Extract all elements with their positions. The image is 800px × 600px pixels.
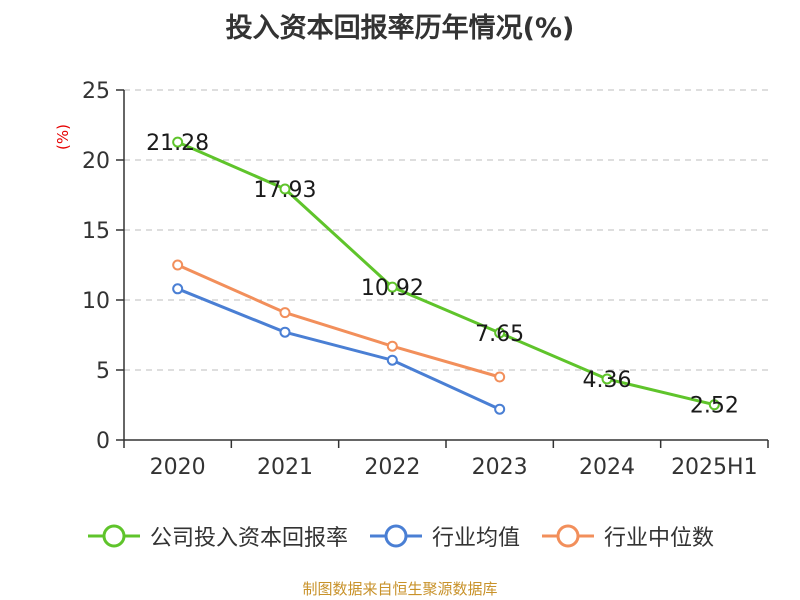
data-source-note: 制图数据来自恒生聚源数据库 [302,580,498,598]
series-0-point-5 [708,399,720,411]
series-line-2 [177,263,501,379]
y-tick-label-5: 5 [96,359,110,384]
x-tick-label-2024: 2024 [579,455,635,480]
legend-label-industry-mean: 行业均值 [431,526,520,551]
x-tick-label-2023: 2023 [472,455,528,480]
legend-label-company: 公司投入资本回报率 [149,526,348,551]
y-tick-label-20: 20 [82,149,110,174]
series-2-point-3 [494,371,506,383]
series-1-point-2 [386,354,398,366]
series-2-point-0 [172,259,184,271]
series-lines [172,136,720,415]
axes: 0 5 10 15 20 25 2020 2021 2022 2023 2024 2025H1 [82,79,769,480]
series-0-point-1 [279,183,291,195]
series-line-1 [177,287,501,411]
x-tick-label-2021: 2021 [257,455,313,480]
data-labels: 21.28 17.93 10.92 7.65 4.36 2.52 [146,131,739,419]
y-tick-label-0: 0 [96,429,110,454]
x-tick-label-2025H1: 2025H1 [671,455,758,480]
series-0-point-2 [386,281,398,293]
data-label-2022: 10.92 [361,276,424,301]
legend-item-industry-median[interactable]: 行业中位数 [540,520,714,552]
data-label-2021: 17.93 [254,178,317,203]
x-tick-label-2020: 2020 [150,455,206,480]
series-1-point-0 [172,283,184,295]
series-line-0 [177,140,715,407]
legend-label-industry-median: 行业中位数 [604,526,715,551]
legend-marker-company [87,524,140,548]
data-label-2023: 7.65 [475,322,524,347]
data-label-2025H1: 2.52 [690,394,739,419]
legend-marker-industry-mean [369,524,422,548]
series-2-point-2 [386,340,398,352]
y-tick-label-25: 25 [82,79,110,104]
legend-item-industry-mean[interactable]: 行业均值 [368,520,520,552]
chart-title: 投入资本回报率历年情况(%) [225,13,575,44]
series-0-point-4 [601,373,613,385]
x-tick-label-2022: 2022 [364,455,420,480]
legend: 公司投入资本回报率 行业均值 行业中位数 [0,520,800,552]
series-1-point-3 [494,403,506,415]
series-0-point-0 [172,136,184,148]
series-2-point-1 [279,307,291,319]
data-label-2020: 21.28 [146,131,209,156]
y-tick-label-10: 10 [82,289,110,314]
series-0-point-3 [494,327,506,339]
data-label-2024: 4.36 [583,368,632,393]
legend-item-company[interactable]: 公司投入资本回报率 [86,520,348,552]
series-1-point-1 [279,326,291,338]
y-tick-label-15: 15 [82,219,110,244]
legend-marker-industry-median [542,524,594,548]
grid-lines [124,89,768,371]
